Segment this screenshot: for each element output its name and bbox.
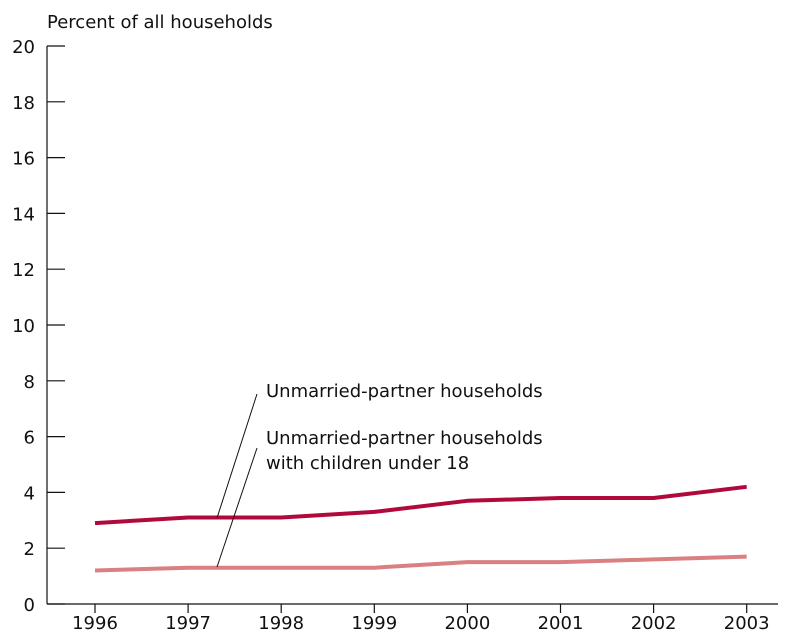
y-tick-label: 4 [24, 483, 35, 504]
x-tick-label: 2002 [631, 613, 677, 634]
y-tick-label: 16 [12, 149, 35, 170]
x-tick-label: 1996 [72, 613, 118, 634]
series-label-unmarried-partner: Unmarried-partner households [266, 381, 543, 402]
series-label-with-children-line-2: with children under 18 [266, 453, 469, 474]
y-tick-label: 10 [12, 316, 35, 337]
series-label-with-children-line-1: Unmarried-partner households [266, 428, 543, 449]
y-ticks: 0 2 4 6 8 10 12 14 16 18 20 [12, 37, 65, 616]
y-axis-title: Percent of all households [47, 12, 273, 33]
x-ticks: 1996 1997 1998 1999 2000 2001 2002 2003 [72, 604, 770, 634]
x-tick-label: 2000 [444, 613, 490, 634]
x-tick-label: 1999 [351, 613, 397, 634]
y-tick-label: 14 [12, 204, 35, 225]
y-tick-label: 0 [24, 595, 35, 616]
y-tick-label: 18 [12, 93, 35, 114]
x-tick-label: 2001 [538, 613, 584, 634]
y-tick-label: 2 [24, 539, 35, 560]
x-tick-label: 1998 [258, 613, 304, 634]
series-layer [94, 484, 747, 573]
series-line-1 [94, 484, 747, 526]
x-tick-label: 2003 [724, 613, 770, 634]
x-tick-label: 1997 [165, 613, 211, 634]
y-tick-label: 20 [12, 37, 35, 58]
y-tick-label: 6 [24, 428, 35, 449]
y-tick-label: 8 [24, 372, 35, 393]
y-tick-label: 12 [12, 260, 35, 281]
leader-line-series-2 [216, 447, 258, 568]
series-line-2 [94, 554, 747, 573]
leader-line-series-1 [216, 393, 258, 519]
